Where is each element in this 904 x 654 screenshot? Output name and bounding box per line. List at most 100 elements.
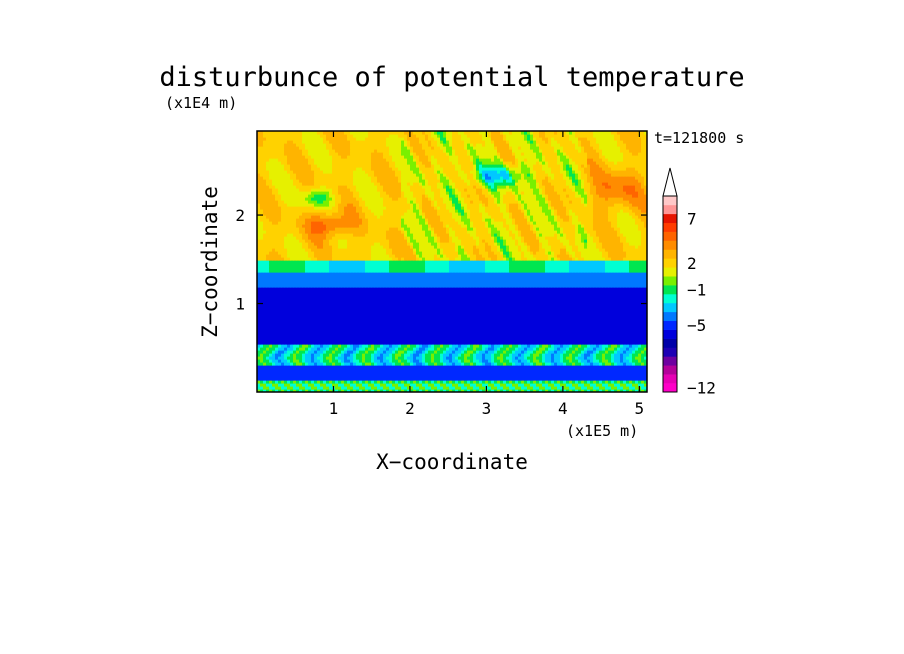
field-cell bbox=[347, 338, 351, 342]
field-cell bbox=[425, 359, 429, 363]
field-cell bbox=[263, 368, 267, 372]
field-cell bbox=[467, 341, 471, 345]
field-cell bbox=[470, 350, 474, 354]
field-cell bbox=[296, 377, 300, 381]
field-cell bbox=[626, 323, 630, 327]
field-cell bbox=[410, 389, 414, 392]
field-cell bbox=[572, 356, 576, 360]
field-cell bbox=[548, 374, 552, 378]
field-cell bbox=[644, 368, 647, 372]
field-cell bbox=[620, 389, 624, 392]
field-cell bbox=[638, 383, 642, 387]
field-cell bbox=[296, 317, 300, 321]
field-cell bbox=[530, 371, 534, 375]
field-cell bbox=[383, 377, 387, 381]
field-cell bbox=[392, 386, 396, 390]
field-cell bbox=[608, 380, 612, 384]
field-cell bbox=[482, 377, 486, 381]
field-cell bbox=[329, 335, 333, 339]
field-cell bbox=[542, 335, 546, 339]
field-cell bbox=[269, 332, 273, 336]
field-cell bbox=[611, 338, 615, 342]
field-cell bbox=[359, 365, 363, 369]
field-cell bbox=[452, 368, 456, 372]
field-cell bbox=[443, 353, 447, 357]
field-cell bbox=[482, 329, 486, 333]
field-cell bbox=[311, 320, 315, 324]
field-cell bbox=[377, 371, 381, 375]
field-cell bbox=[434, 329, 438, 333]
field-cell bbox=[380, 329, 384, 333]
field-cell bbox=[578, 389, 582, 392]
field-cell bbox=[512, 368, 516, 372]
field-cell bbox=[368, 350, 372, 354]
field-cell bbox=[446, 335, 450, 339]
field-cell bbox=[530, 365, 534, 369]
field-cell bbox=[488, 332, 492, 336]
field-cell bbox=[329, 341, 333, 345]
field-cell bbox=[374, 362, 378, 366]
field-cell bbox=[500, 377, 504, 381]
field-cell bbox=[386, 323, 390, 327]
field-cell bbox=[578, 374, 582, 378]
field-cell bbox=[359, 323, 363, 327]
field-cell bbox=[458, 368, 462, 372]
field-cell bbox=[320, 335, 324, 339]
field-cell bbox=[506, 350, 510, 354]
field-cell bbox=[425, 362, 429, 366]
field-cell bbox=[446, 359, 450, 363]
field-cell bbox=[602, 344, 606, 348]
field-cell bbox=[317, 380, 321, 384]
field-cell bbox=[590, 371, 594, 375]
field-cell bbox=[452, 380, 456, 384]
field-cell bbox=[371, 383, 375, 387]
field-cell bbox=[485, 350, 489, 354]
field-cell bbox=[260, 374, 264, 378]
field-cell bbox=[560, 356, 564, 360]
field-cell bbox=[566, 332, 570, 336]
field-cell bbox=[494, 326, 498, 330]
field-cell bbox=[518, 374, 522, 378]
field-cell bbox=[272, 329, 276, 333]
field-cell bbox=[350, 362, 354, 366]
field-cell bbox=[473, 362, 477, 366]
field-cell bbox=[506, 377, 510, 381]
field-cell bbox=[353, 332, 357, 336]
field-cell bbox=[329, 326, 333, 330]
field-cell bbox=[440, 350, 444, 354]
field-cell bbox=[515, 323, 519, 327]
field-cell bbox=[350, 371, 354, 375]
field-cell bbox=[386, 317, 390, 321]
field-cell bbox=[287, 335, 291, 339]
field-cell bbox=[320, 386, 324, 390]
field-cell bbox=[329, 380, 333, 384]
field-cell bbox=[329, 377, 333, 381]
field-cell bbox=[443, 341, 447, 345]
field-cell bbox=[521, 347, 525, 351]
field-cell bbox=[581, 377, 585, 381]
field-cell bbox=[284, 317, 288, 321]
field-cell bbox=[515, 371, 519, 375]
field-cell bbox=[464, 383, 468, 387]
field-cell bbox=[548, 353, 552, 357]
field-cell bbox=[530, 323, 534, 327]
field-cell bbox=[623, 341, 627, 345]
field-cell bbox=[572, 341, 576, 345]
field-cell bbox=[560, 380, 564, 384]
field-cell bbox=[524, 323, 528, 327]
field-cell bbox=[344, 344, 348, 348]
field-cell bbox=[482, 359, 486, 363]
field-cell bbox=[347, 320, 351, 324]
field-cell bbox=[323, 329, 327, 333]
field-cell bbox=[545, 371, 549, 375]
field-cell bbox=[602, 332, 606, 336]
field-cell bbox=[599, 353, 603, 357]
field-cell bbox=[323, 356, 327, 360]
field-cell bbox=[317, 386, 321, 390]
field-cell bbox=[623, 377, 627, 381]
field-cell bbox=[497, 347, 501, 351]
field-cell bbox=[542, 326, 546, 330]
field-cell bbox=[299, 347, 303, 351]
field-cell bbox=[626, 341, 630, 345]
